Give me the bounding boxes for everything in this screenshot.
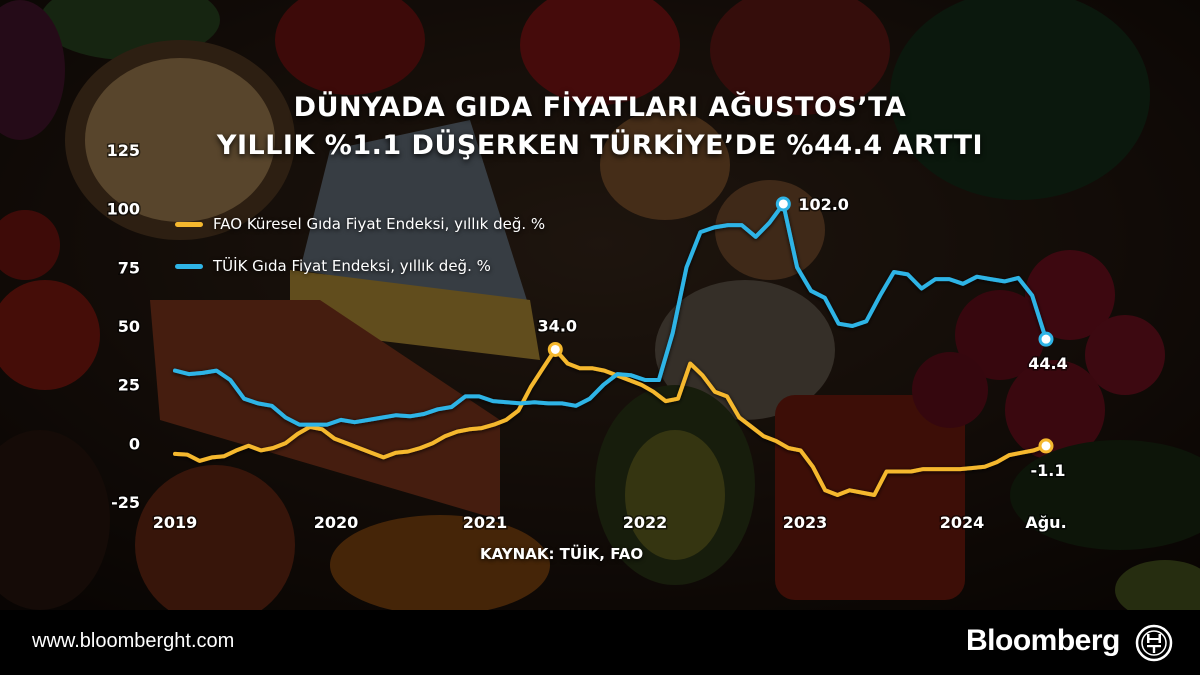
ht-logo-icon <box>1135 624 1173 662</box>
series-line-tuik <box>173 202 1048 427</box>
x-tick-label: 2023 <box>783 513 828 532</box>
legend-swatch-tuik <box>175 263 203 269</box>
series-line-fao <box>173 347 1048 497</box>
y-tick-label: 100 <box>107 200 140 219</box>
chart-title-line2: YILLIK %1.1 DÜŞERKEN TÜRKİYE’DE %44.4 AR… <box>216 130 984 161</box>
legend-item-fao: FAO Küresel Gıda Fiyat Endeksi, yıllık d… <box>175 215 545 233</box>
end-marker-tuik <box>1038 331 1054 347</box>
y-tick-label: 0 <box>129 434 140 453</box>
y-tick-label: 50 <box>118 317 140 336</box>
x-tick-label: 2024 <box>940 513 985 532</box>
peak-marker-fao <box>547 341 563 357</box>
end-marker-fao <box>1038 438 1054 454</box>
peak-label-tuik: 102.0 <box>798 195 849 214</box>
legend-label-tuik: TÜİK Gıda Fiyat Endeksi, yıllık değ. % <box>213 257 491 275</box>
end-label-tuik: 44.4 <box>1028 354 1067 373</box>
legend-item-tuik: TÜİK Gıda Fiyat Endeksi, yıllık değ. % <box>175 257 491 275</box>
x-tick-label: 2022 <box>623 513 668 532</box>
y-tick-label: 25 <box>118 376 140 395</box>
x-tick-label: 2019 <box>153 513 198 532</box>
peak-marker-tuik <box>775 196 791 212</box>
legend-swatch-fao <box>175 221 203 227</box>
legend-label-fao: FAO Küresel Gıda Fiyat Endeksi, yıllık d… <box>213 215 546 233</box>
footer-bar: www.bloomberght.com Bloomberg <box>0 610 1200 675</box>
y-tick-label: -25 <box>111 493 140 512</box>
line-chart: -25 0 25 50 75 100 125 2019 2020 2021 2022 2023 202… <box>105 140 1069 534</box>
x-tick-label: Ağu. <box>1025 513 1066 532</box>
brand-logo: Bloomberg <box>966 624 1120 657</box>
peak-label-fao: 34.0 <box>538 316 577 335</box>
source-note: KAYNAK: TÜİK, FAO <box>480 545 644 563</box>
x-tick-label: 2020 <box>314 513 359 532</box>
x-tick-label: 2021 <box>463 513 508 532</box>
food-background <box>0 0 1200 610</box>
footer-url[interactable]: www.bloomberght.com <box>32 630 235 652</box>
end-label-fao: -1.1 <box>1031 461 1066 480</box>
y-tick-label: 125 <box>107 141 140 160</box>
chart-title-line1: DÜNYADA GIDA FİYATLARI AĞUSTOS’TA <box>293 92 907 123</box>
y-tick-label: 75 <box>118 258 140 277</box>
